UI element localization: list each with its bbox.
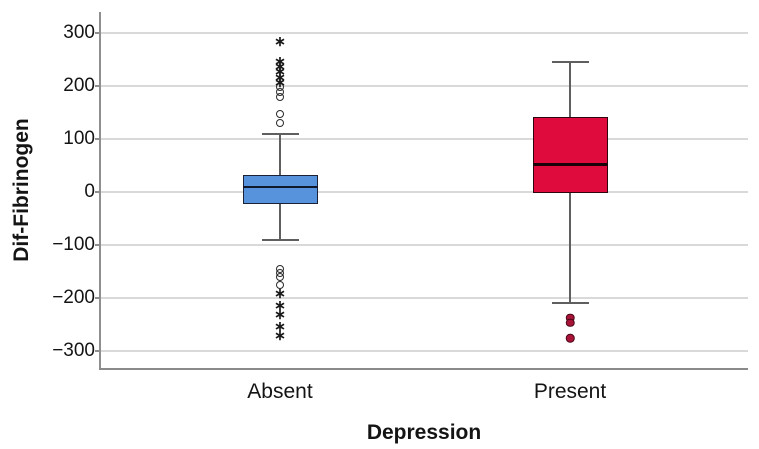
y-tick-label: −100	[52, 234, 95, 256]
y-tickmark	[95, 85, 101, 87]
y-tick-label: 0	[84, 181, 95, 203]
whisker-cap-top	[551, 61, 589, 64]
outlier-circle-marker	[276, 281, 284, 290]
y-gridline	[101, 244, 748, 246]
y-tickmark	[95, 191, 101, 193]
whisker-cap-bottom	[261, 238, 299, 241]
whisker-cap-top	[261, 132, 299, 135]
outlier-extreme-marker: ∗	[274, 284, 286, 301]
y-gridline	[101, 191, 748, 193]
outlier-extreme-marker: ∗	[274, 53, 286, 70]
x-tick-label-present: Present	[533, 380, 607, 403]
x-axis-line	[99, 368, 748, 370]
outlier-extreme-marker: ∗	[274, 63, 286, 80]
x-tick-label-absent: Absent	[247, 380, 313, 403]
x-axis-title: Depression	[366, 421, 482, 444]
y-tickmark	[95, 297, 101, 299]
box-present	[532, 116, 608, 194]
outlier-extreme-marker: ∗	[274, 33, 286, 50]
y-tickmark	[95, 244, 101, 246]
outlier-extreme-marker: ∗	[274, 68, 286, 85]
outlier-extreme-marker: ∗	[274, 297, 286, 314]
outlier-dot-marker	[565, 318, 575, 328]
outlier-extreme-marker: ∗	[274, 58, 286, 75]
y-tick-label: 100	[63, 128, 95, 150]
outlier-circle-marker	[276, 118, 284, 127]
y-tickmark	[95, 138, 101, 140]
y-tick-label: −200	[52, 287, 95, 309]
y-gridline	[101, 350, 748, 352]
outlier-circle-marker	[276, 93, 284, 102]
median-line	[242, 185, 318, 189]
median-line	[532, 163, 608, 166]
box-absent	[242, 175, 318, 204]
y-axis-line	[99, 12, 101, 370]
outlier-circle-marker	[276, 110, 284, 119]
y-gridline	[101, 32, 748, 34]
outlier-extreme-marker: ∗	[274, 305, 286, 322]
outlier-extreme-marker: ∗	[274, 317, 286, 334]
y-tickmark	[95, 32, 101, 34]
y-tick-label: 200	[63, 75, 95, 97]
outlier-extreme-marker: ∗	[274, 73, 286, 90]
outlier-circle-marker	[276, 273, 284, 282]
y-tick-label: −300	[52, 340, 95, 362]
y-tick-label: 300	[63, 22, 95, 44]
whisker-cap-bottom	[551, 302, 589, 305]
y-gridline	[101, 85, 748, 87]
y-gridline	[101, 297, 748, 299]
outlier-extreme-marker: ∗	[274, 327, 286, 344]
y-axis-title: Dif-Fibrinogen	[10, 118, 33, 262]
outlier-dot-marker	[565, 334, 575, 343]
y-tickmark	[95, 350, 101, 352]
y-gridline	[101, 138, 748, 140]
